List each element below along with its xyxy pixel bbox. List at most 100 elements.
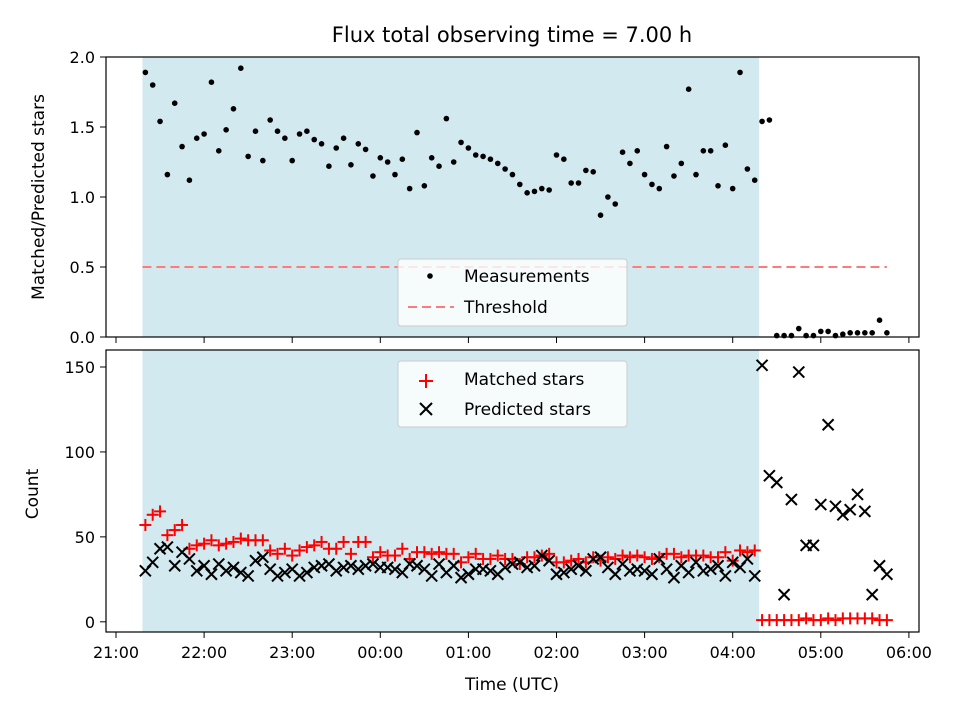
predicted-star-point <box>623 564 637 578</box>
matched-star-point <box>418 546 431 559</box>
predicted-star-point <box>168 559 181 572</box>
predicted-star-point <box>542 554 556 567</box>
measurement-point <box>516 181 523 188</box>
predicted-star-point <box>506 557 519 571</box>
measurement-point <box>362 146 369 153</box>
y-tick-label: 2.0 <box>70 48 95 67</box>
predicted-star-point <box>564 562 578 576</box>
measurement-point <box>546 187 552 193</box>
predicted-star-point <box>388 562 402 576</box>
x-tick-label: 23:00 <box>269 643 315 662</box>
matched-star-point <box>557 556 570 569</box>
predicted-star-point <box>256 551 270 564</box>
measurement-point <box>590 169 597 175</box>
measurement-point <box>663 143 670 150</box>
matched-star-point <box>734 544 747 557</box>
matched-star-point <box>344 547 357 560</box>
measurement-point <box>406 185 413 192</box>
matched-star-point <box>631 549 644 562</box>
measurement-point <box>502 166 508 172</box>
matched-star-point <box>374 546 387 559</box>
predicted-star-point <box>557 566 571 579</box>
matched-star-point <box>880 614 893 627</box>
predicted-star-point <box>770 476 783 489</box>
measurement-point <box>840 331 846 338</box>
measurement-point <box>656 185 663 192</box>
measurement-point <box>149 82 156 88</box>
measurement-point <box>707 148 714 154</box>
measurement-point <box>854 330 861 336</box>
measurement-point <box>164 171 171 178</box>
matched-star-point <box>528 551 541 564</box>
matched-star-point <box>726 554 739 567</box>
predicted-star-point <box>880 568 894 581</box>
legend-marker-matched <box>419 374 433 388</box>
predicted-star-point <box>579 564 593 578</box>
matched-star-point <box>653 551 666 564</box>
measurement-point <box>561 156 567 162</box>
predicted-star-point <box>498 561 512 574</box>
predicted-star-point <box>638 564 651 578</box>
measurement-point <box>230 106 237 112</box>
measurement-point <box>744 166 751 172</box>
y-tick-label: 0.0 <box>70 328 95 347</box>
measurement-point <box>751 177 758 183</box>
predicted-star-point <box>153 542 167 555</box>
measurement-point <box>157 118 163 125</box>
x-tick-label: 03:00 <box>622 643 668 662</box>
measurement-point <box>480 153 486 160</box>
y-tick-label: 1.5 <box>70 118 95 137</box>
x-tick-label: 01:00 <box>445 643 491 662</box>
predicted-star-point <box>653 552 666 566</box>
y-tick-label: 100 <box>64 443 95 462</box>
predicted-star-point <box>300 566 314 579</box>
predicted-star-point <box>851 488 864 501</box>
measurement-point <box>370 173 376 179</box>
legend-box <box>397 360 628 428</box>
matched-star-point <box>433 546 446 559</box>
measurement-point <box>355 141 362 147</box>
measurement-point <box>605 194 611 200</box>
measurement-point <box>377 155 384 161</box>
predicted-star-point <box>865 588 879 601</box>
predicted-star-point <box>183 552 196 566</box>
matched-star-point <box>587 551 600 564</box>
measurement-point <box>215 148 222 154</box>
predicted-star-point <box>410 559 424 572</box>
count-legend: Matched stars Predicted stars <box>397 360 628 428</box>
predicted-star-point <box>161 540 174 554</box>
predicted-star-point <box>462 568 475 581</box>
matched-star-point <box>645 552 658 565</box>
matched-star-point <box>462 551 475 564</box>
predicted-star-point <box>594 551 607 564</box>
predicted-star-point <box>843 503 857 516</box>
measurement-point <box>568 180 574 186</box>
matched-star-point <box>264 544 277 557</box>
matched-star-point <box>675 551 688 564</box>
measurement-point <box>641 171 648 178</box>
matched-star-point <box>234 532 247 545</box>
measurement-point <box>539 185 545 192</box>
matched-star-point <box>176 518 189 531</box>
measurement-point <box>862 330 868 336</box>
count-panel: 0 50 100 150 21:00 22:00 23:00 00:00 01:00 02:00… <box>23 349 932 695</box>
matched-star-point <box>697 549 710 562</box>
x-tick-label: 22:00 <box>181 643 227 662</box>
matched-star-point <box>616 549 629 562</box>
measurement-point <box>472 152 479 158</box>
matched-star-point <box>491 549 504 562</box>
measurement-point <box>700 148 707 154</box>
measurement-point <box>326 163 332 169</box>
predicted-star-point <box>513 556 526 569</box>
measurement-point <box>627 160 633 167</box>
measurement-point <box>575 180 582 186</box>
matched-star-point <box>366 551 379 564</box>
predicted-star-point <box>205 568 218 581</box>
predicted-star-point <box>476 562 490 576</box>
predicted-star-point <box>741 552 754 566</box>
predicted-star-point <box>293 569 306 583</box>
matched-star-point <box>396 542 409 555</box>
predicted-star-point <box>447 559 460 572</box>
matched-star-point <box>741 546 754 559</box>
matched-star-point <box>293 544 306 557</box>
